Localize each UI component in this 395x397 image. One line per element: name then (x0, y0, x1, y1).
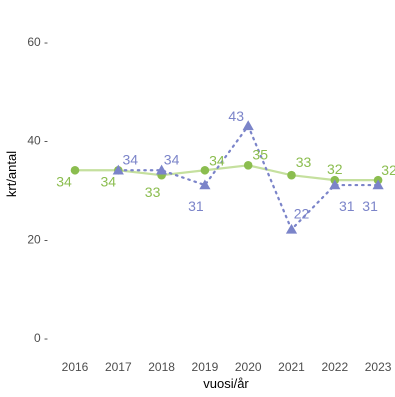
x-tick-label: 2021 (278, 360, 305, 374)
data-point (70, 165, 80, 175)
data-label: 43 (228, 108, 244, 124)
data-label: 34 (164, 151, 180, 167)
data-label: 32 (381, 162, 395, 178)
x-tick-label: 2018 (148, 360, 175, 374)
y-axis-title: krt/antal (4, 151, 19, 197)
data-labels: 34 34 33 34 35 33 32 32 34 34 31 43 22 31 31 (56, 108, 395, 222)
x-tick-label: 2020 (235, 360, 262, 374)
data-label: 32 (327, 161, 343, 177)
y-axis: 0 - 20 - 40 - 60 - (27, 35, 48, 345)
series-layer (70, 120, 384, 234)
x-axis-title: vuosi/år (203, 376, 249, 391)
x-tick-label: 2016 (62, 360, 89, 374)
data-label: 35 (252, 146, 268, 162)
y-tick-label: 0 - (34, 331, 48, 345)
x-tick-label: 2022 (321, 360, 348, 374)
y-tick-label: 60 - (27, 35, 48, 49)
data-label: 33 (296, 154, 312, 170)
data-point (243, 161, 253, 170)
data-point (287, 170, 296, 180)
data-label: 34 (209, 152, 225, 168)
x-axis: 2016 2017 2018 2019 2020 2021 2022 2023 (62, 360, 392, 374)
series-dotted (112, 120, 384, 234)
data-point (199, 179, 211, 190)
data-label: 33 (145, 184, 161, 200)
data-point (200, 165, 210, 175)
data-label: 31 (188, 198, 204, 214)
data-point (372, 179, 384, 190)
data-point (156, 164, 168, 175)
data-point (242, 120, 254, 131)
y-tick-label: 40 - (27, 134, 48, 148)
data-label: 31 (362, 198, 378, 214)
data-label: 34 (101, 173, 117, 189)
data-point (285, 223, 298, 234)
data-point (112, 164, 124, 175)
x-tick-label: 2019 (192, 360, 219, 374)
y-tick-label: 20 - (27, 232, 48, 246)
data-label: 34 (123, 151, 139, 167)
data-label: 22 (294, 205, 310, 221)
x-tick-label: 2017 (105, 360, 132, 374)
data-label: 34 (56, 173, 72, 189)
x-tick-label: 2023 (365, 360, 392, 374)
data-point (329, 179, 341, 190)
data-label: 31 (339, 198, 355, 214)
